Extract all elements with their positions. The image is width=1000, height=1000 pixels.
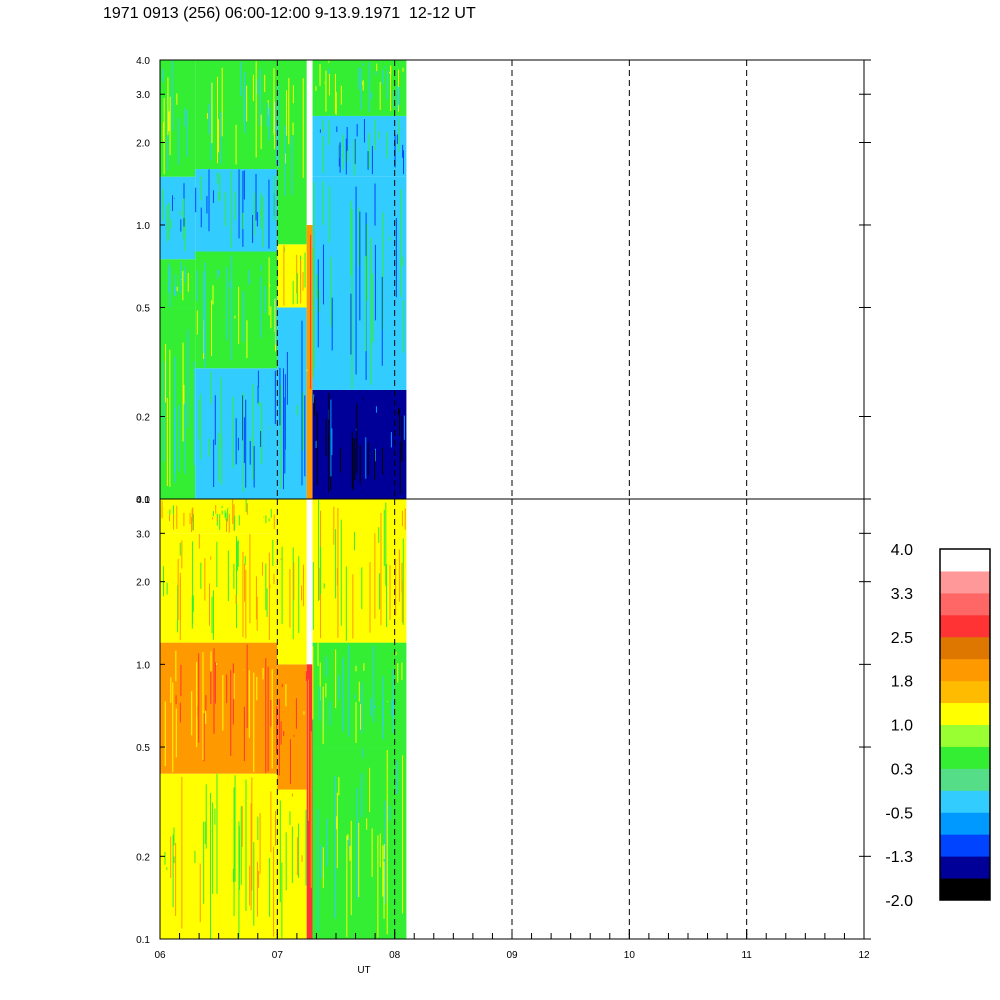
heatmap-band bbox=[160, 307, 196, 499]
heatmap-band bbox=[160, 259, 196, 308]
xtick-label: 12 bbox=[858, 950, 870, 961]
ytick-label: 3.0 bbox=[136, 529, 150, 540]
heatmap-band bbox=[312, 747, 407, 939]
ytick-label: 0.2 bbox=[136, 852, 150, 863]
xtick-label: 07 bbox=[272, 950, 284, 961]
heatmap-band bbox=[160, 499, 278, 534]
xtick-label: 10 bbox=[624, 950, 636, 961]
xtick-label: 06 bbox=[154, 950, 166, 961]
heatmap-streaks bbox=[162, 60, 405, 495]
ytick-label: 0.1 bbox=[136, 495, 150, 506]
xtick-label: 08 bbox=[389, 950, 401, 961]
heatmap-band bbox=[306, 664, 313, 939]
ytick-label: 2.0 bbox=[136, 138, 150, 149]
xtick-label: 09 bbox=[506, 950, 518, 961]
chart-title: 1971 0913 (256) 06:00-12:00 9-13.9.1971 … bbox=[103, 5, 476, 22]
xtick-label: 11 bbox=[741, 950, 752, 961]
ytick-label: 0.5 bbox=[136, 743, 150, 754]
heatmap-band bbox=[277, 244, 307, 308]
heatmap-band bbox=[277, 664, 307, 790]
heatmap-band bbox=[306, 224, 313, 500]
heatmap-band bbox=[312, 60, 407, 116]
panel-1-data bbox=[160, 60, 407, 500]
heatmap-band bbox=[160, 642, 278, 774]
ytick-label: 0.5 bbox=[136, 303, 150, 314]
x-axis-label: UT bbox=[357, 965, 370, 976]
heatmap-band bbox=[195, 169, 278, 252]
ytick-label: 4.0 bbox=[136, 495, 150, 506]
heatmap-band bbox=[160, 176, 196, 260]
ytick-label: 1.0 bbox=[136, 660, 150, 671]
heatmap-band bbox=[312, 115, 407, 177]
heatmap-band bbox=[160, 60, 196, 177]
ytick-label: 4.0 bbox=[136, 56, 150, 67]
ytick-label: 0.1 bbox=[136, 935, 150, 946]
heatmap-streaks bbox=[161, 499, 406, 939]
heatmap-band bbox=[312, 499, 407, 643]
ytick-label: 2.0 bbox=[136, 578, 150, 589]
ytick-label: 0.2 bbox=[136, 413, 150, 424]
heatmap-band bbox=[195, 251, 278, 369]
heatmap-band bbox=[160, 533, 278, 643]
ytick-label: 3.0 bbox=[136, 90, 150, 101]
panel-2-data bbox=[160, 499, 407, 939]
ytick-label: 1.0 bbox=[136, 221, 150, 232]
